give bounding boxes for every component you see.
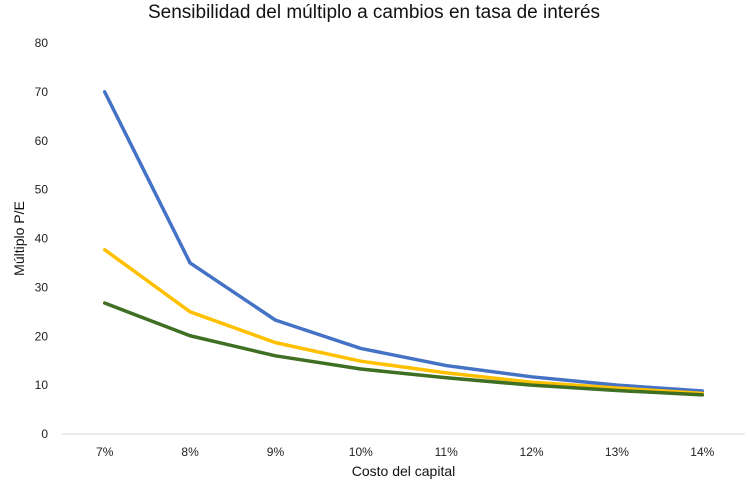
x-tick-label: 7% (96, 445, 114, 459)
x-tick-label: 10% (349, 445, 373, 459)
y-tick-label: 70 (35, 85, 49, 99)
x-tick-label: 12% (520, 445, 544, 459)
x-tick-label: 13% (605, 445, 629, 459)
y-tick-label: 0 (41, 427, 48, 441)
series-line-3 (102, 301, 705, 397)
y-tick-label: 40 (35, 232, 49, 246)
x-tick-label: 11% (435, 445, 458, 459)
x-axis-ticks: 7% 8% 9% 10% 11% 12% 13% 14% (96, 445, 715, 459)
y-axis-title: Múltiplo P/E (11, 201, 27, 276)
y-axis-ticks: 0 10 20 30 40 50 60 70 80 (35, 36, 49, 441)
x-tick-label: 14% (690, 445, 714, 459)
y-tick-label: 50 (35, 183, 49, 197)
y-tick-label: 10 (35, 378, 49, 392)
series-line-1 (102, 90, 705, 393)
x-tick-label: 9% (267, 445, 285, 459)
y-tick-label: 80 (35, 36, 49, 50)
x-tick-label: 8% (181, 445, 199, 459)
x-axis-title: Costo del capital (352, 463, 456, 479)
chart-title: Sensibilidad del múltiplo a cambios en t… (147, 2, 601, 23)
series-lines (102, 90, 705, 397)
y-tick-label: 30 (35, 280, 49, 294)
series-line-2 (102, 247, 705, 396)
y-tick-label: 60 (35, 134, 49, 148)
y-tick-label: 20 (35, 329, 49, 343)
